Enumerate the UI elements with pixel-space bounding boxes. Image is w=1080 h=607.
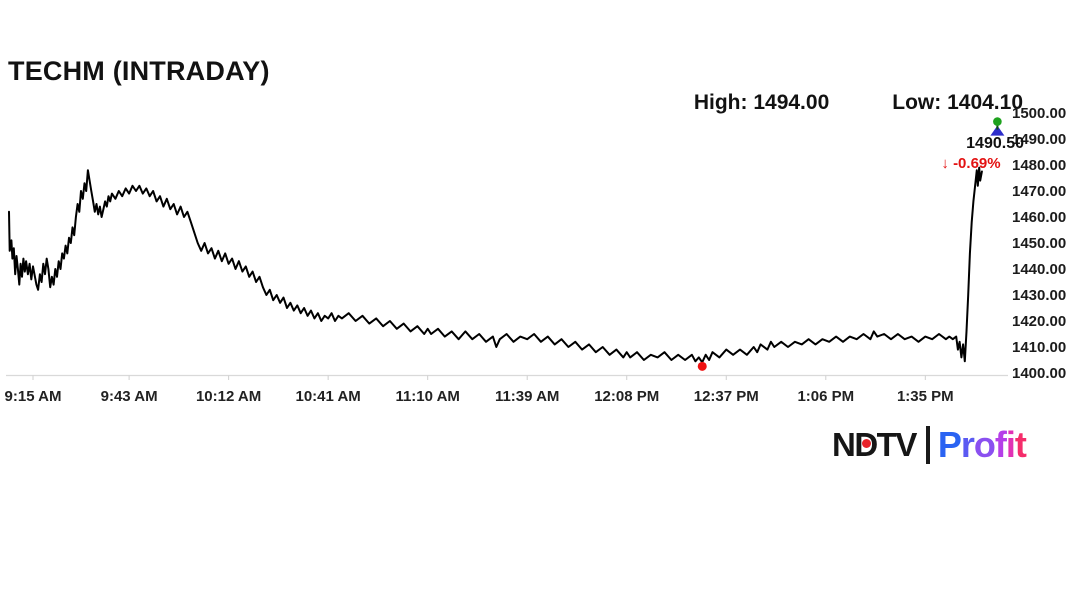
high-marker-base-icon xyxy=(990,125,1005,136)
x-axis-label: 1:06 PM xyxy=(797,388,854,405)
profit-letter: o xyxy=(973,424,996,465)
ndtv-wordmark: NDTV xyxy=(832,426,917,464)
x-axis-label: 12:37 PM xyxy=(694,388,759,405)
y-axis-label: 1410.00 xyxy=(1012,339,1066,356)
x-axis-label: 1:35 PM xyxy=(897,388,954,405)
ndtv-red-dot-icon xyxy=(862,439,871,448)
price-line xyxy=(8,166,983,364)
high-value: High: 1494.00 xyxy=(693,91,830,114)
last-price-annotation: 1490.50 ↓ -0.69% xyxy=(930,135,1024,172)
page-title: TECHM (INTRADAY) xyxy=(8,56,270,86)
high-low-stats: High: 1494.00 Low: 1404.10 xyxy=(694,91,1023,115)
y-axis-label: 1470.00 xyxy=(1012,183,1066,200)
down-arrow-icon: ↓ xyxy=(941,154,949,172)
profit-letter: r xyxy=(960,424,975,465)
x-axis-label: 10:12 AM xyxy=(196,388,261,405)
x-axis-label: 10:41 AM xyxy=(295,388,360,405)
price-change: ↓ -0.69% xyxy=(930,154,1024,172)
x-axis-label: 11:10 AM xyxy=(395,388,459,405)
high-marker-ball-icon xyxy=(993,117,1002,126)
y-axis-label: 1430.00 xyxy=(1012,287,1066,304)
price-change-percent: -0.69% xyxy=(953,154,1001,172)
y-axis-label: 1490.00 xyxy=(1012,131,1066,148)
x-axis-label: 9:43 AM xyxy=(101,388,158,405)
low-point-dot-icon xyxy=(697,361,707,371)
profit-letter: f xyxy=(994,424,1007,465)
profit-letter: t xyxy=(1014,424,1027,465)
y-axis-label: 1440.00 xyxy=(1012,261,1066,278)
logo-divider xyxy=(925,426,930,464)
low-value: Low: 1404.10 xyxy=(892,91,1023,114)
y-axis-label: 1450.00 xyxy=(1012,235,1066,252)
x-axis-label: 11:39 AM xyxy=(495,388,559,405)
last-price-value: 1490.50 xyxy=(966,135,1024,152)
ndtv-text: NDTV xyxy=(832,426,917,463)
profit-letter: P xyxy=(937,424,962,465)
x-axis-label: 9:15 AM xyxy=(5,388,62,405)
profit-letter: i xyxy=(1005,424,1016,465)
y-axis-label: 1480.00 xyxy=(1012,157,1066,174)
y-axis-label: 1420.00 xyxy=(1012,313,1066,330)
y-axis-label: 1400.00 xyxy=(1012,365,1066,382)
x-axis-label: 12:08 PM xyxy=(594,388,659,405)
y-axis-label: 1460.00 xyxy=(1012,209,1066,226)
y-axis-label: 1500.00 xyxy=(1012,105,1066,122)
